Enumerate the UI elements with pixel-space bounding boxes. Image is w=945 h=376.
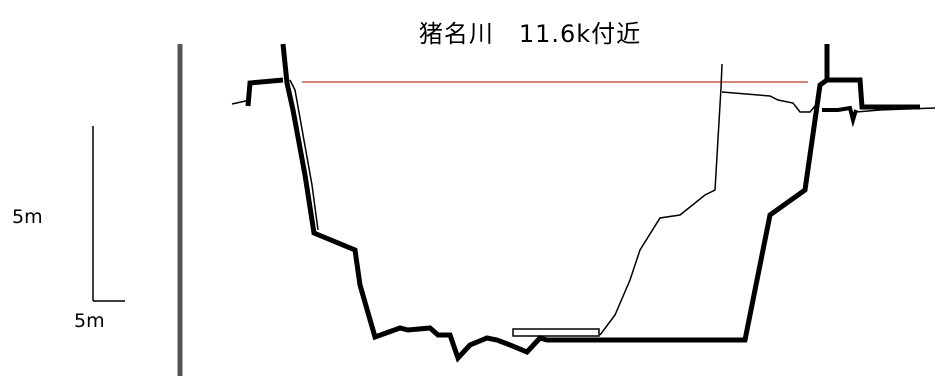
left-bank-thick (245, 77, 284, 107)
cross-section-profile-thin-right (599, 63, 723, 336)
bed-feature (512, 328, 600, 337)
cross-section-profile-thick (280, 43, 830, 363)
cross-section-profile-thin-left (289, 79, 319, 231)
right-bank-thick (827, 77, 920, 110)
right-bank-step (822, 105, 858, 128)
left-ground-thin (231, 99, 251, 105)
right-ground-thin (855, 107, 936, 113)
right-ledge-thin (721, 91, 821, 113)
vertical-scale-label: 5m (12, 206, 43, 228)
diagram-title: 猪名川 11.6k付近 (418, 20, 642, 48)
horizontal-scale-label: 5m (74, 310, 105, 332)
